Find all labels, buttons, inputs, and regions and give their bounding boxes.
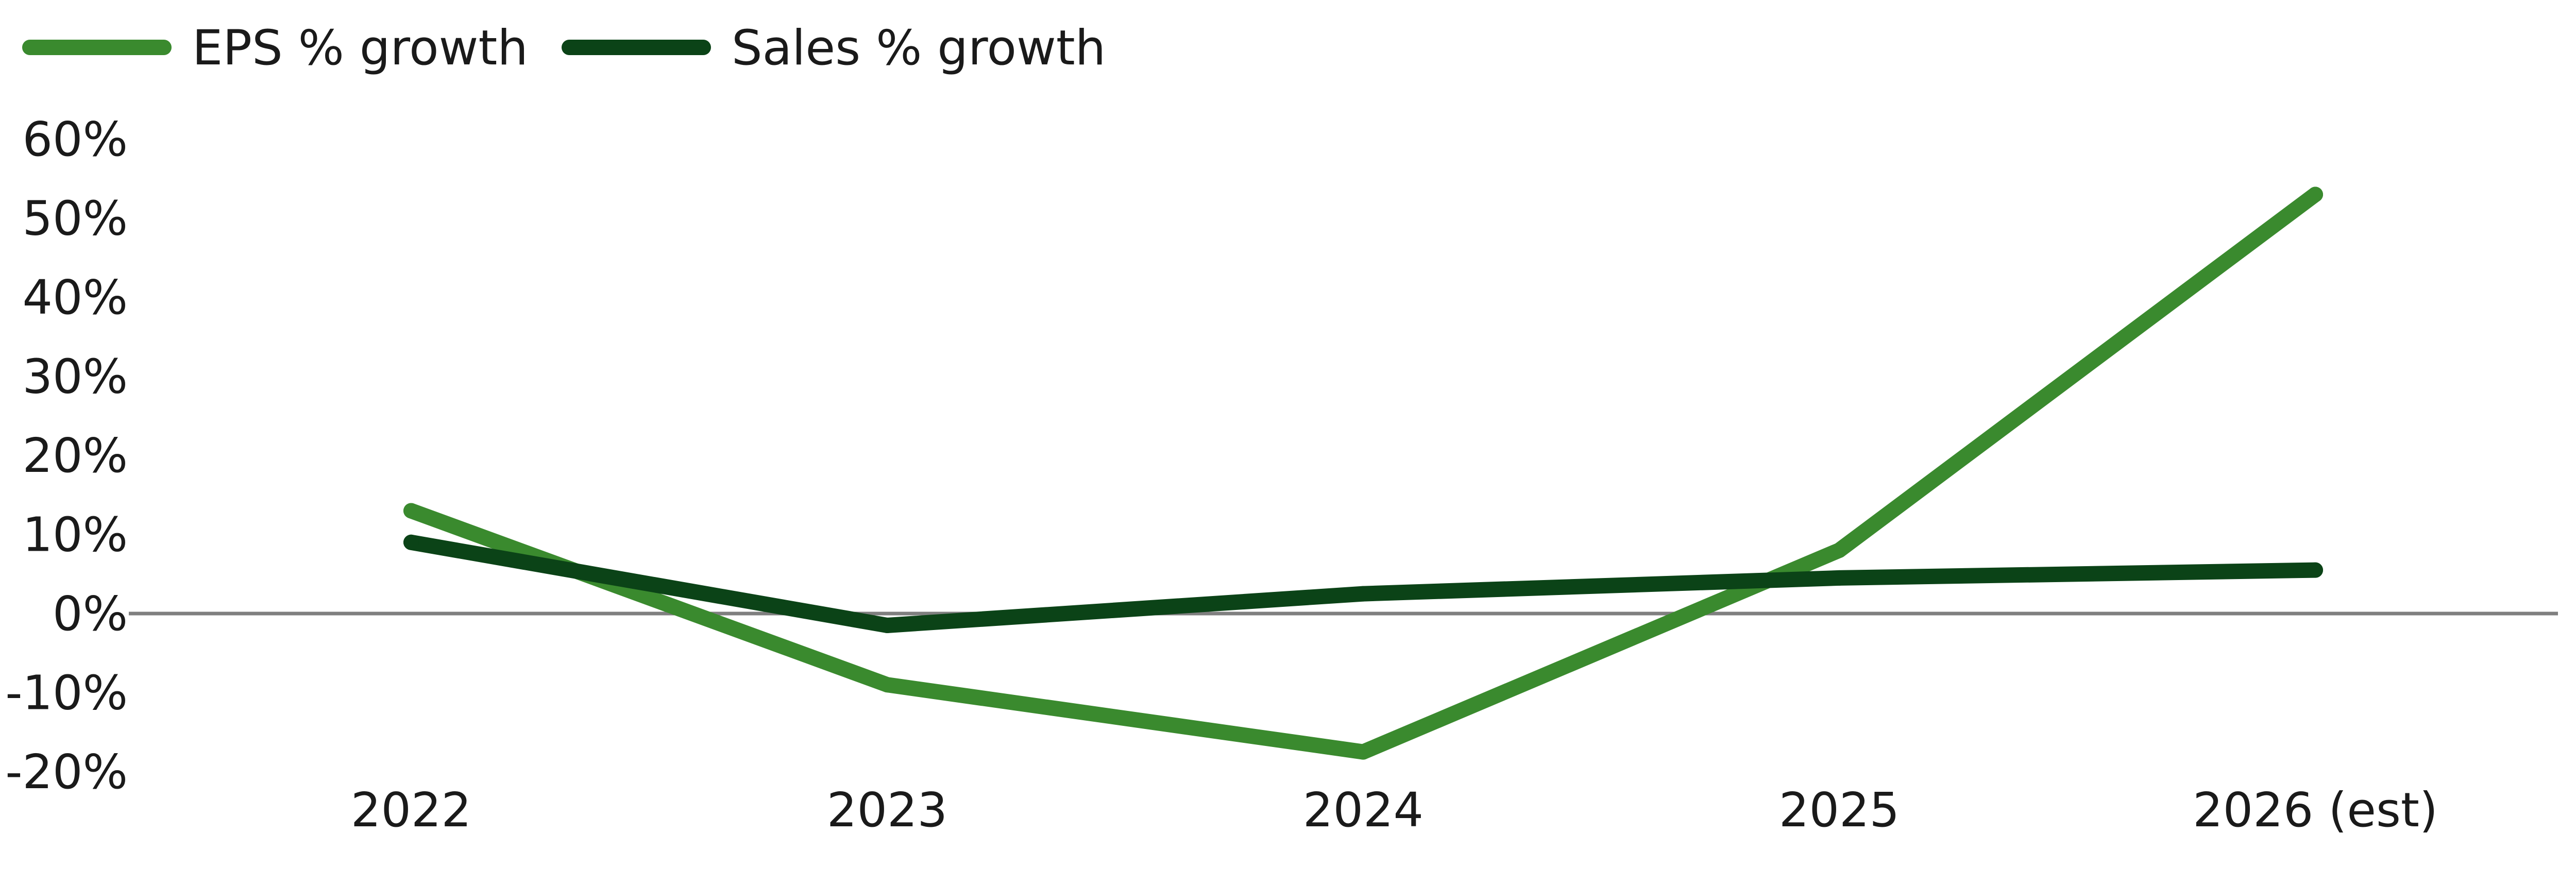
data-point-eps-growth: [403, 503, 419, 519]
y-tick-label: 60%: [23, 112, 128, 167]
x-tick-label: 2025: [1779, 783, 1900, 838]
data-point-eps-growth: [879, 677, 895, 693]
y-axis: 60% 50% 40% 30% 20% 10% 0% -10% -20%: [5, 112, 128, 800]
x-tick-label: 2022: [351, 783, 471, 838]
data-point-sales-growth: [1832, 570, 1847, 586]
y-tick-label: -10%: [5, 666, 128, 721]
legend-label-sales-growth: Sales % growth: [732, 20, 1106, 76]
x-tick-label: 2026 (est): [2193, 783, 2438, 838]
y-tick-label: -20%: [5, 744, 128, 800]
data-point-sales-growth: [2308, 562, 2323, 578]
data-point-sales-growth: [403, 534, 419, 550]
x-axis: 2022 2023 2024 2025 2026 (est): [351, 783, 2438, 838]
chart-legend: EPS % growth Sales % growth: [22, 20, 1106, 76]
y-tick-label: 40%: [23, 270, 128, 325]
data-point-sales-growth: [1355, 586, 1371, 602]
y-tick-label: 50%: [23, 191, 128, 246]
x-tick-label: 2024: [1303, 783, 1423, 838]
data-point-eps-growth: [2308, 186, 2323, 202]
series-layer: [403, 186, 2323, 760]
data-point-sales-growth: [879, 618, 895, 633]
data-point-eps-growth: [1832, 542, 1847, 558]
data-point-eps-growth: [1355, 744, 1371, 760]
y-tick-label: 20%: [23, 428, 128, 483]
y-tick-label: 30%: [23, 349, 128, 404]
x-tick-label: 2023: [827, 783, 947, 838]
legend-label-eps-growth: EPS % growth: [192, 20, 528, 76]
y-tick-label: 10%: [23, 507, 128, 563]
series-line-eps-growth: [403, 186, 2323, 760]
y-tick-label: 0%: [53, 586, 128, 641]
